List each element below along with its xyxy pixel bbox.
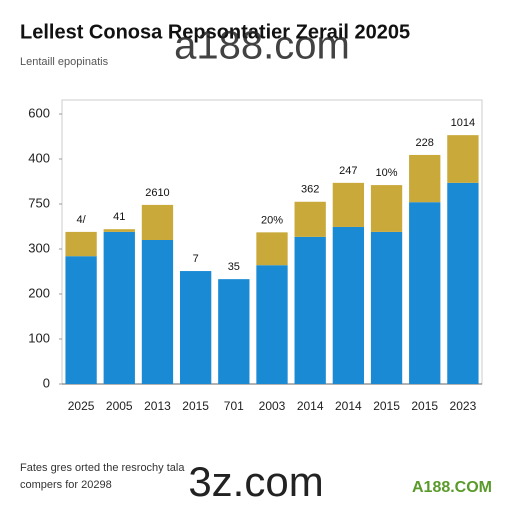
- bar-segment: [447, 182, 479, 384]
- bar-label: 41: [113, 211, 125, 223]
- bar-segment: [409, 202, 441, 384]
- x-tick-label: 2023: [450, 399, 477, 413]
- chart-subtitle: Lentaill epopinatis: [20, 56, 109, 68]
- bar-label: 228: [416, 137, 434, 149]
- y-tick-label: 300: [28, 240, 50, 255]
- bar-segment: [65, 256, 97, 384]
- bar-segment: [103, 229, 135, 232]
- bar-label: 4/: [76, 214, 86, 226]
- y-tick-label: 400: [28, 150, 50, 165]
- bar-segment: [256, 232, 288, 266]
- watermark: A188.COM: [412, 479, 492, 496]
- bar-segment: [447, 135, 479, 183]
- x-tick-label: 2014: [335, 399, 362, 413]
- x-tick-label: 2015: [373, 399, 400, 413]
- bar-segment: [65, 231, 97, 257]
- bar-segment: [332, 182, 365, 227]
- chart-title: Lellest Conosa Repsontatier Zerail 20205: [20, 21, 410, 43]
- bar-label: 10%: [376, 167, 398, 179]
- x-tick-label: 2014: [297, 399, 324, 413]
- watermark: 3z.com: [188, 458, 323, 505]
- bar-label: 2610: [145, 187, 169, 199]
- x-tick-label: 2003: [259, 399, 286, 413]
- bar-label: 1014: [451, 117, 475, 129]
- y-tick-label: 200: [28, 285, 50, 300]
- y-tick-label: 600: [28, 105, 50, 120]
- bar-segment: [218, 279, 250, 384]
- bar-label: 7: [193, 253, 199, 265]
- bar-segment: [103, 231, 135, 384]
- x-tick-label: 2013: [144, 399, 171, 413]
- bar-segment: [256, 265, 288, 384]
- x-tick-label: 701: [224, 399, 244, 413]
- bar-segment: [141, 204, 174, 240]
- bar-segment: [179, 271, 212, 384]
- bar-label: 20%: [261, 214, 283, 226]
- bar-segment: [141, 240, 174, 384]
- footnote: Fates gres orted the resrochy tala: [20, 462, 185, 474]
- bar-segment: [332, 226, 365, 384]
- bar-segment: [370, 231, 403, 384]
- bar-segment: [370, 185, 403, 232]
- bar-segment: [294, 201, 326, 237]
- x-tick-label: 2005: [106, 399, 133, 413]
- x-tick-label: 2025: [68, 399, 95, 413]
- y-tick-label: 100: [28, 330, 50, 345]
- bar-label: 247: [339, 165, 357, 177]
- x-tick-label: 2015: [411, 399, 438, 413]
- bar-segment: [294, 236, 326, 384]
- y-tick-label: 750: [28, 195, 50, 210]
- bar-segment: [409, 154, 441, 203]
- footnote: compers for 20298: [20, 479, 112, 491]
- bar-label: 35: [228, 261, 240, 273]
- x-tick-label: 2015: [182, 399, 209, 413]
- watermark: a188.com: [174, 24, 350, 68]
- bar-label: 362: [301, 184, 319, 196]
- y-tick-label: 0: [43, 375, 50, 390]
